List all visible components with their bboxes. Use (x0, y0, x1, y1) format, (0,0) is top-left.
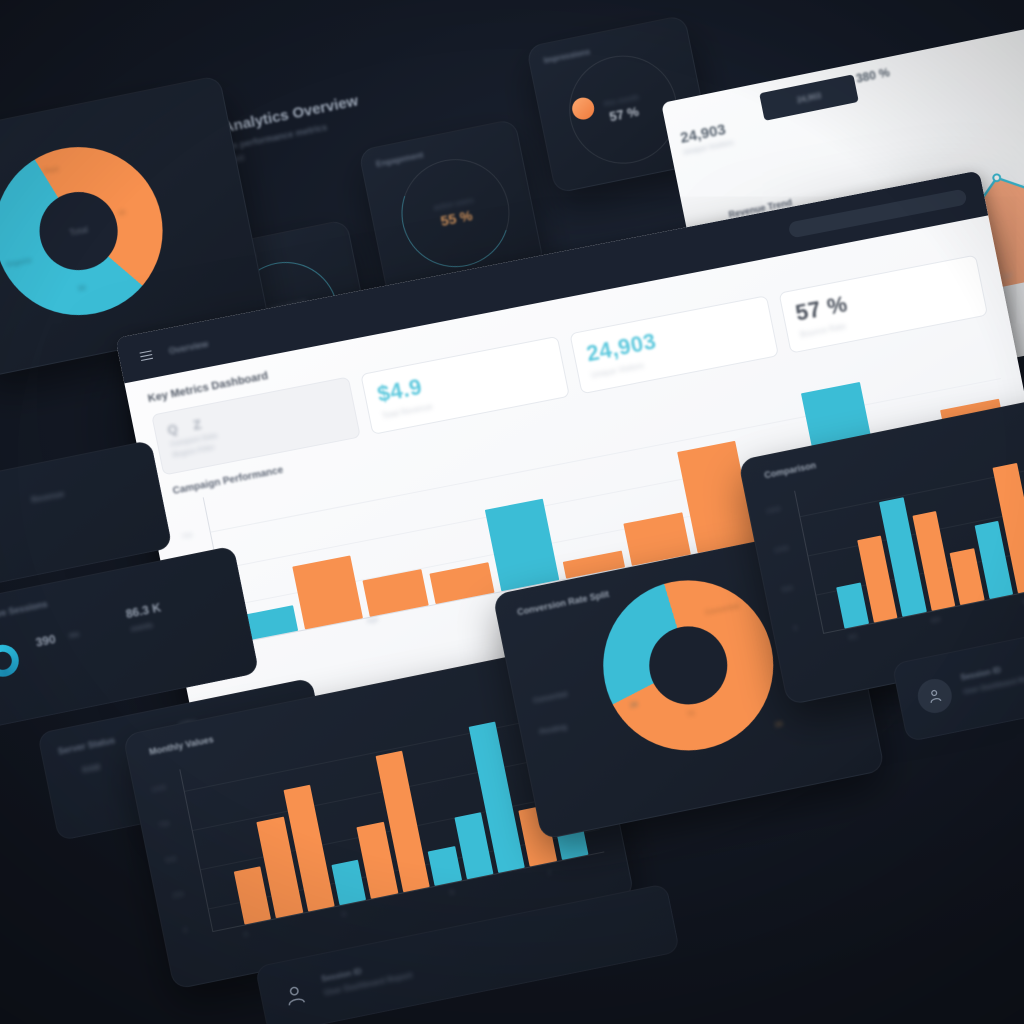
cy-tick-1: 500 (781, 585, 794, 595)
conversion-split-donut: Converted 72 28 (588, 565, 789, 766)
cx-tick-0: M1 (847, 633, 859, 642)
left-card-meta-0: Revenue (30, 489, 65, 505)
conversion-split-title: Conversion Rate Split (516, 588, 610, 618)
bar-series (816, 440, 1024, 629)
donut-slice-label-1: Paid (43, 165, 60, 176)
monthly-values-title: Monthly Values (148, 734, 215, 758)
date-range-selector[interactable]: 24,903 (759, 74, 859, 121)
cy-tick-2: 1000 (773, 545, 790, 556)
left-card-unit-a: ms (68, 631, 80, 640)
cx-tick-3: M4 (930, 616, 942, 626)
bar (836, 582, 869, 629)
donut-center-label: Total (68, 224, 89, 238)
gauge-value-1: 55 % (439, 206, 474, 229)
cy-tick-3: 1500 (765, 505, 782, 516)
secondary-kpi-value: 380 % (854, 65, 891, 86)
donut-slice-label-0: Organic (5, 257, 33, 270)
user-card-title: Session ID (959, 665, 1002, 683)
dx-tick-0: A (243, 931, 249, 939)
date-range-label: 24,903 (796, 90, 822, 105)
gauge-value-2: 57 % (608, 103, 641, 125)
dx-tick-3: D (340, 911, 348, 919)
x-tick-3: Apr (366, 616, 380, 626)
donut-slice-value-1: 45 (117, 209, 127, 218)
user-icon (914, 675, 955, 717)
left-card-title-1: Active Sessions (0, 598, 49, 623)
donut2-value-0: 72 (686, 710, 696, 719)
legend-item-0: Converted (532, 691, 568, 705)
hamburger-icon[interactable] (136, 345, 157, 366)
donut2-value-1: 28 (629, 701, 639, 710)
left-card-unit-b: events (130, 622, 154, 634)
left-card-value-b: 86.3 K (124, 600, 163, 622)
dx-tick-6: G (448, 889, 456, 898)
ring-icon (0, 641, 22, 680)
donut2-label-0: Converted (704, 603, 740, 617)
dy-tick-4: 1000 (150, 784, 168, 795)
donut-slice-value-0: 55 (77, 284, 87, 294)
bar (331, 859, 367, 906)
legend-value: 28 (774, 720, 784, 730)
dy-tick-1: 250 (171, 891, 185, 901)
gauge-ring-1: active users 55 % (383, 140, 528, 286)
comparison-title: Comparison (763, 460, 817, 481)
left-card-value-a: 390 (34, 631, 57, 650)
dy-tick-3: 750 (157, 820, 171, 830)
legend-item-1: Pending (539, 723, 568, 737)
dy-tick-0: 0 (182, 927, 189, 935)
dy-tick-2: 500 (164, 855, 178, 866)
left-card-title-2: Server Status (57, 735, 116, 757)
traffic-split-donut: Total Paid 45 Organic 55 (0, 132, 178, 331)
bar (427, 846, 462, 886)
comparison-bar-chart (794, 438, 1024, 634)
cy-tick-0: 0 (792, 625, 799, 633)
left-card-meta-b: RAM (81, 762, 102, 776)
user-icon (280, 980, 311, 1011)
bar (949, 548, 985, 606)
panel-topbar-label: Overview (167, 338, 210, 357)
bar (233, 866, 272, 925)
